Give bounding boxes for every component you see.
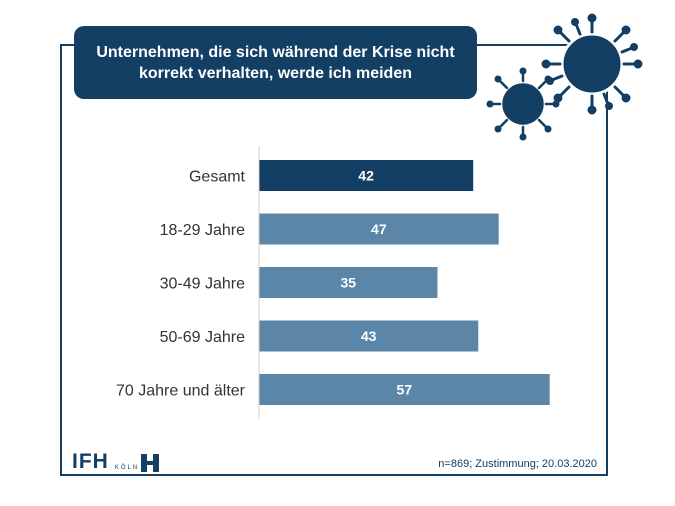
bar-0 [259, 160, 474, 191]
bar-value-label: 42 [358, 168, 374, 184]
chart-title-box: Unternehmen, die sich während der Krise … [74, 26, 477, 99]
category-label: 18-29 Jahre [160, 222, 245, 239]
ifh-logo: IFH KÖLN [72, 450, 160, 473]
logo-mark-icon [141, 454, 160, 472]
virus-icon [541, 13, 643, 115]
bar-value-label: 47 [371, 221, 387, 237]
category-label: 30-49 Jahre [160, 276, 245, 293]
category-label: 70 Jahre und älter [116, 383, 246, 400]
bar-4 [259, 374, 550, 405]
bar-value-label: 57 [397, 382, 413, 398]
logo-subtext: KÖLN [114, 465, 140, 471]
bar-2 [259, 267, 438, 298]
bar-value-label: 43 [361, 328, 377, 344]
virus-icon [486, 67, 560, 141]
footnote: n=869; Zustimmung; 20.03.2020 [438, 458, 597, 470]
chart-title: Unternehmen, die sich während der Krise … [96, 43, 455, 82]
bar-1 [259, 213, 499, 245]
logo-text: IFH [72, 450, 109, 473]
bar-3 [259, 320, 479, 352]
category-label: 50-69 Jahre [160, 329, 245, 346]
category-label: Gesamt [189, 169, 246, 186]
bar-value-label: 35 [340, 275, 356, 291]
